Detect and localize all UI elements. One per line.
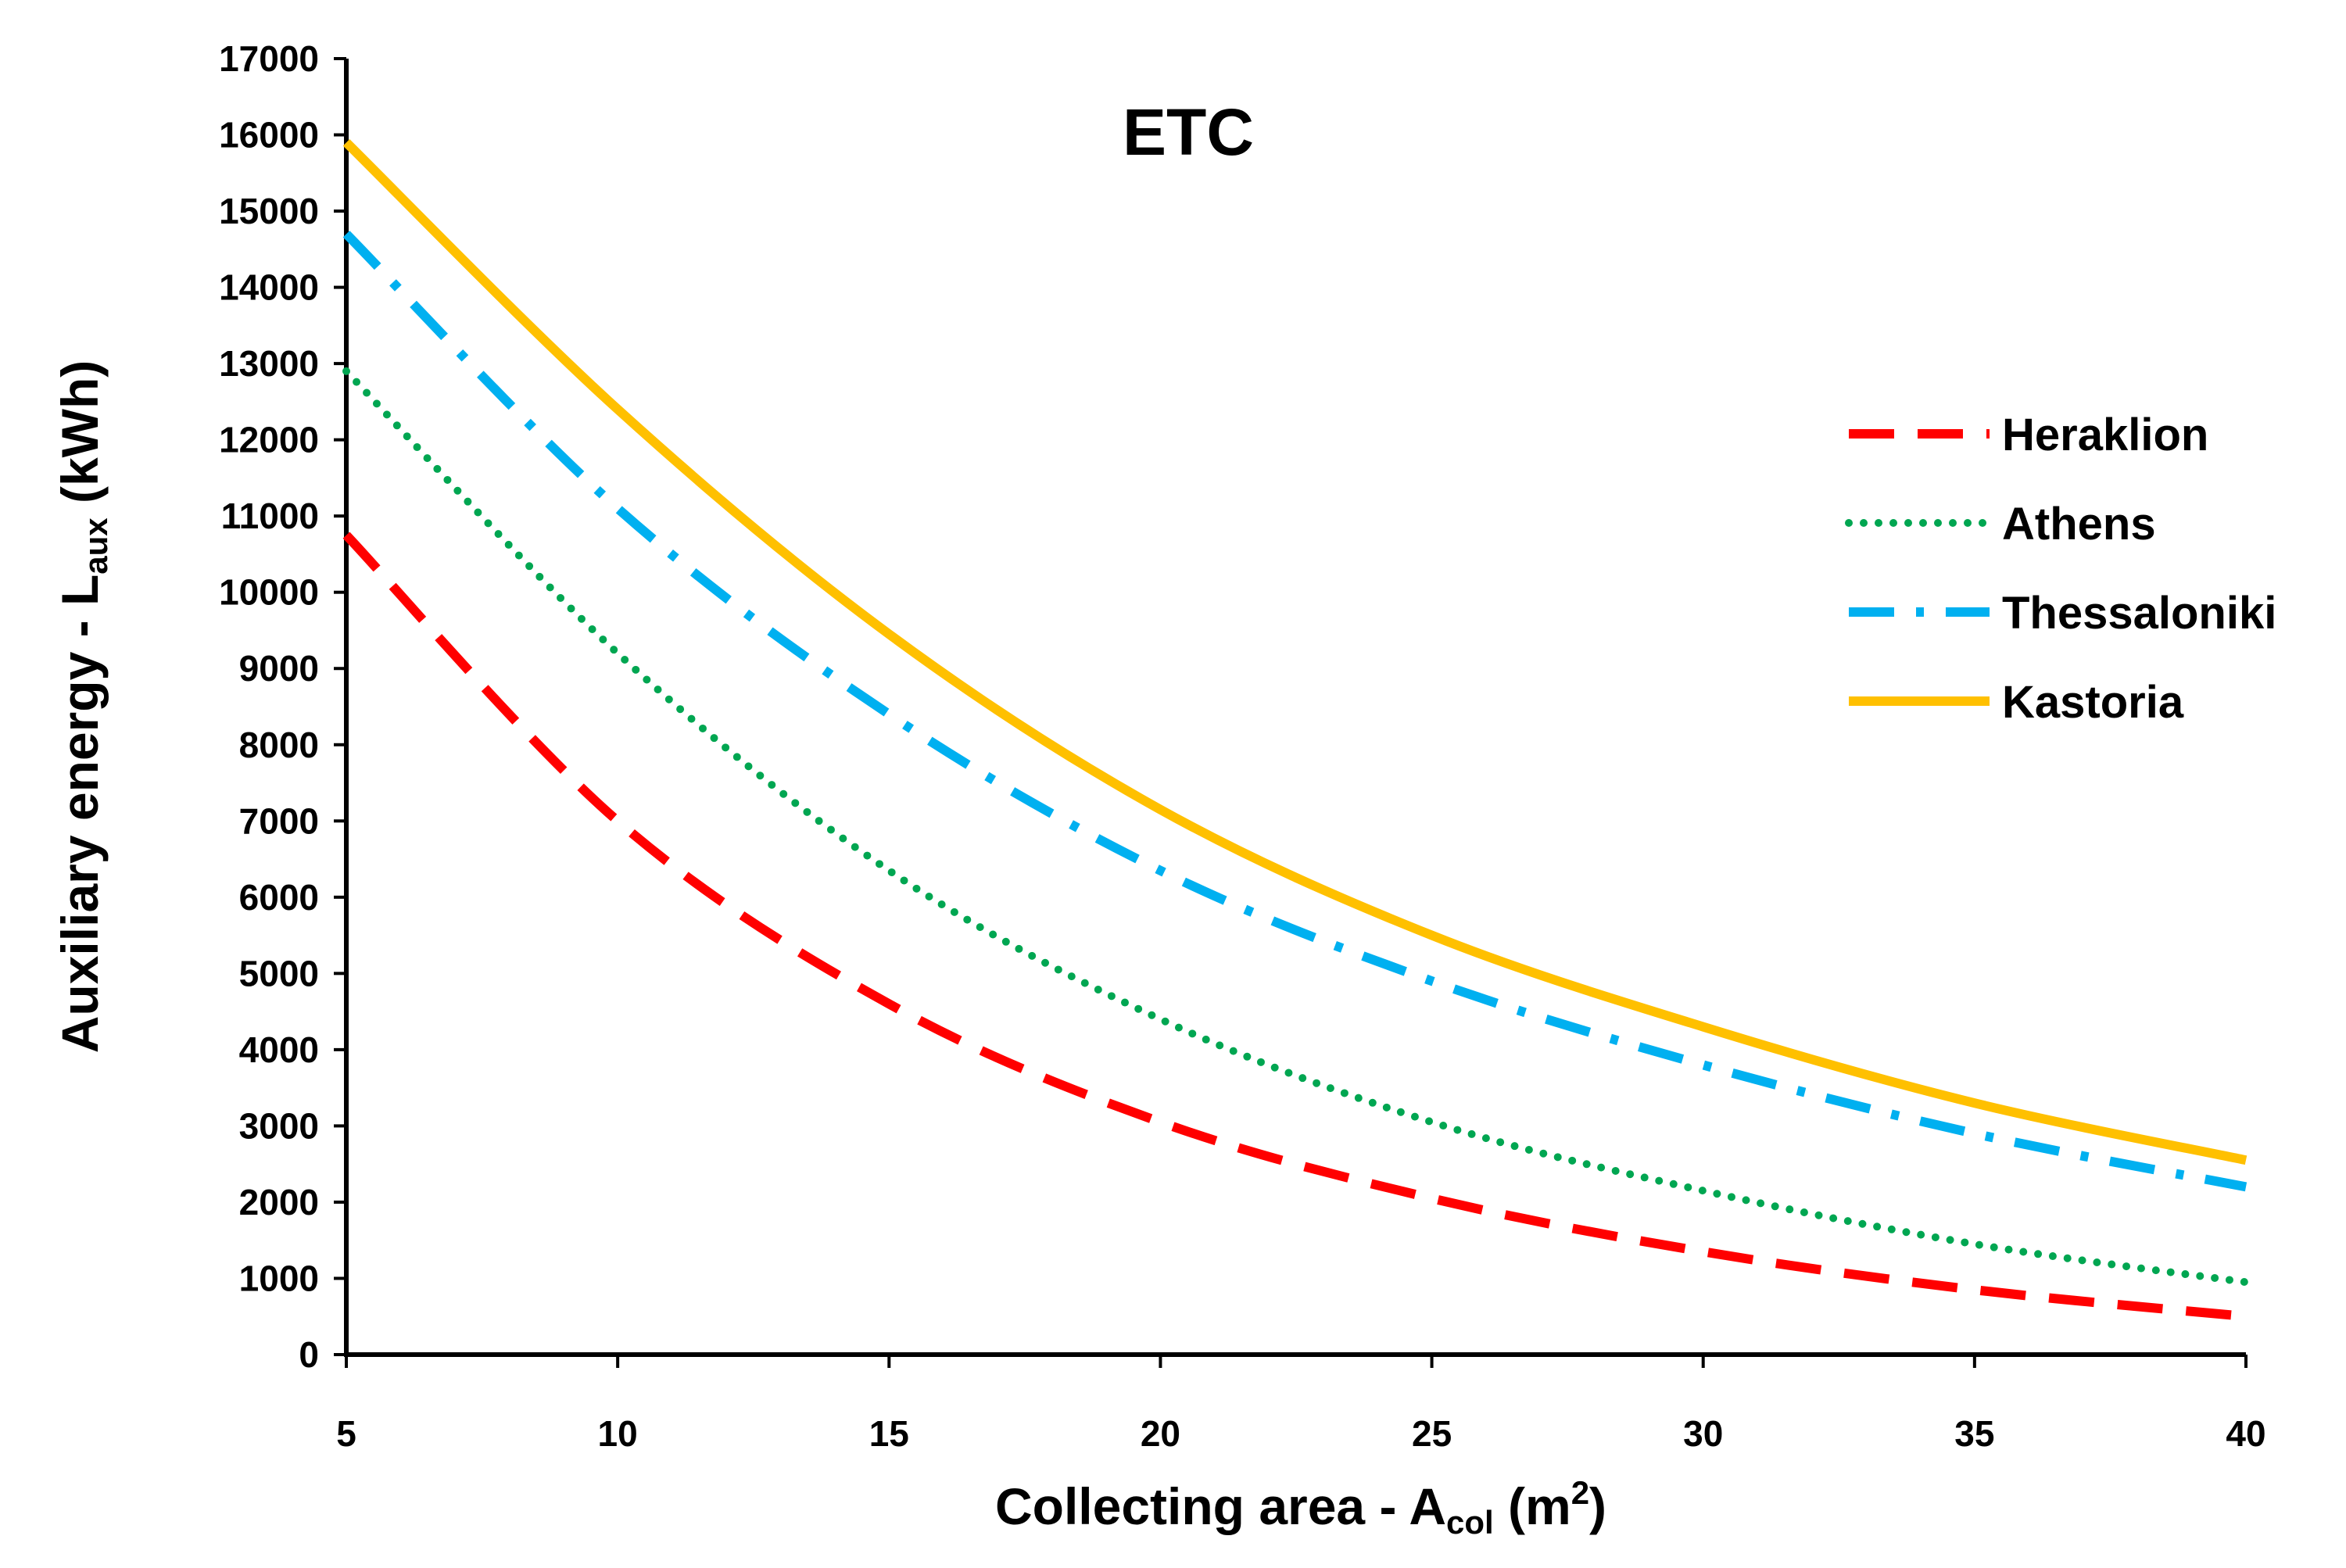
y-axis-title-unit: (kWh)	[51, 360, 109, 518]
x-tick-label: 10	[598, 1413, 638, 1454]
y-tick-label: 6000	[239, 877, 319, 918]
x-tick-label: 15	[869, 1413, 909, 1454]
x-axis-title-unit-close: )	[1589, 1477, 1606, 1535]
legend: Heraklion Athens Thessaloniki Kastoria	[1845, 410, 2276, 728]
y-ticks: 0 1000 2000 3000 4000 5000 6000 7000 8000 9000 100…	[219, 38, 346, 1375]
x-tick-label: 30	[1683, 1413, 1723, 1454]
y-tick-label: 2000	[239, 1182, 319, 1223]
y-tick-label: 12000	[219, 420, 319, 460]
y-tick-label: 17000	[219, 38, 319, 79]
y-tick-label: 16000	[219, 115, 319, 156]
chart-title: ETC	[1123, 95, 1254, 169]
series-line-thessaloniki	[342, 231, 2248, 1192]
y-axis: 0 1000 2000 3000 4000 5000 6000 7000 8000 9000 100…	[219, 38, 349, 1375]
x-tick-label: 40	[2226, 1413, 2265, 1454]
x-axis-title-main: Collecting area - A	[995, 1477, 1446, 1535]
series-line-athens	[342, 367, 2250, 1287]
series-line-kastoria	[342, 139, 2248, 1165]
y-tick-label: 10000	[219, 572, 319, 613]
y-tick-label: 5000	[239, 953, 319, 993]
legend-label-heraklion: Heraklion	[2002, 410, 2208, 460]
series-layer	[342, 139, 2250, 1322]
x-axis: 5 10 15 20 25 30 35 40	[336, 1352, 2266, 1454]
y-axis-title: Auxiliary energy - Laux (kWh)	[51, 360, 114, 1054]
legend-label-thessaloniki: Thessaloniki	[2002, 588, 2276, 639]
y-tick-label: 11000	[221, 496, 319, 536]
y-tick-label: 15000	[219, 191, 319, 231]
y-axis-title-main: Auxiliary energy - L	[51, 575, 109, 1054]
x-ticks: 5 10 15 20 25 30 35 40	[336, 1355, 2266, 1454]
y-tick-label: 8000	[239, 725, 319, 765]
y-tick-label: 9000	[239, 648, 319, 689]
x-tick-label: 20	[1141, 1413, 1180, 1454]
legend-label-kastoria: Kastoria	[2002, 677, 2184, 728]
y-tick-label: 13000	[219, 343, 319, 384]
y-tick-label: 7000	[239, 800, 319, 841]
y-tick-label: 4000	[239, 1029, 319, 1070]
y-axis-title-sub: aux	[77, 517, 114, 575]
legend-label-athens: Athens	[2002, 499, 2156, 550]
y-tick-label: 14000	[219, 267, 319, 308]
y-tick-label: 3000	[239, 1105, 319, 1146]
x-axis-title-sup: 2	[1571, 1474, 1589, 1511]
x-tick-label: 5	[336, 1413, 356, 1454]
series-line-heraklion	[342, 532, 2247, 1322]
y-tick-label: 0	[299, 1334, 319, 1375]
x-axis-title-sub: col	[1446, 1504, 1494, 1541]
y-tick-label: 1000	[239, 1258, 319, 1298]
x-axis-title: Collecting area - Acol (m2)	[995, 1474, 1606, 1541]
x-tick-label: 35	[1954, 1413, 1994, 1454]
x-tick-label: 25	[1412, 1413, 1452, 1454]
x-axis-title-unit-open: (m	[1494, 1477, 1571, 1535]
